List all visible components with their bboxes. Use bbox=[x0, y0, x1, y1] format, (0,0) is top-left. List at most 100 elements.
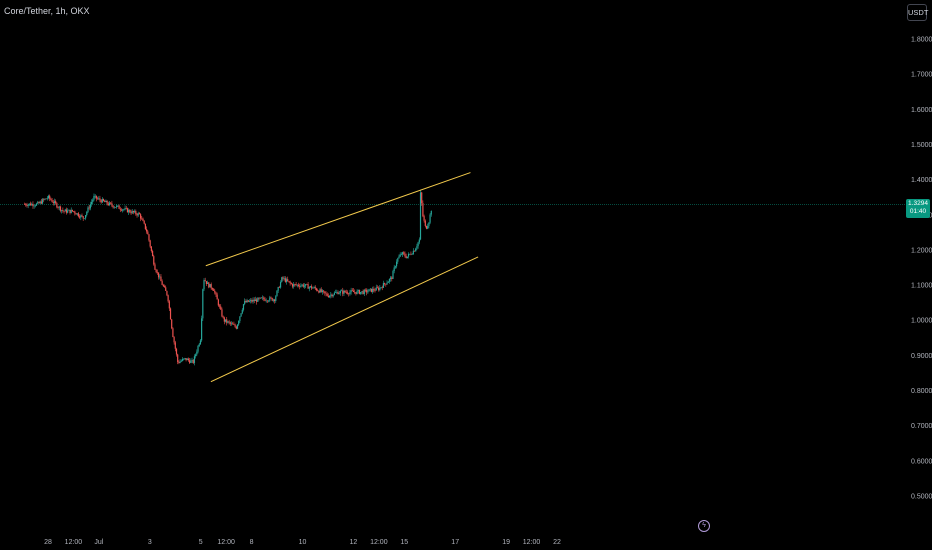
candle-body bbox=[287, 279, 289, 282]
candle-body bbox=[64, 209, 66, 212]
candle-body bbox=[416, 246, 418, 249]
candle-body bbox=[70, 209, 72, 213]
candle-body bbox=[330, 294, 332, 296]
candle-body bbox=[313, 287, 315, 288]
candle-body bbox=[282, 277, 284, 279]
candle-body bbox=[300, 285, 302, 287]
candle-body bbox=[244, 301, 246, 305]
candle-body bbox=[144, 223, 146, 230]
bar-countdown: 01:40 bbox=[909, 208, 927, 215]
candle-body bbox=[156, 272, 158, 273]
candle-body bbox=[45, 198, 47, 200]
y-tick-label: 1.7000 bbox=[911, 72, 932, 79]
candle-body bbox=[155, 269, 157, 273]
candle-body bbox=[344, 290, 346, 293]
candle-body bbox=[307, 284, 309, 289]
candle-body bbox=[86, 211, 88, 216]
candle-body bbox=[82, 216, 84, 219]
candle-body bbox=[319, 289, 321, 293]
x-tick-label: 17 bbox=[451, 539, 459, 546]
candle-body bbox=[367, 291, 369, 293]
candle-body bbox=[385, 283, 387, 285]
price-axis[interactable]: 1.80001.70001.60001.50001.40001.30001.20… bbox=[911, 37, 932, 501]
lower-channel-line[interactable] bbox=[210, 256, 479, 383]
candle-body bbox=[407, 253, 410, 257]
candle-body bbox=[142, 218, 144, 222]
x-tick-label: 19 bbox=[502, 539, 510, 546]
candle-body bbox=[145, 229, 148, 232]
candle-body bbox=[425, 225, 428, 229]
candle-body bbox=[424, 220, 426, 226]
candle-body bbox=[49, 195, 51, 199]
candle-body bbox=[122, 209, 124, 211]
channel-lines[interactable] bbox=[205, 172, 479, 383]
candle-body bbox=[128, 210, 130, 213]
candle-body bbox=[69, 209, 71, 213]
candle-body bbox=[75, 213, 77, 215]
candle-body bbox=[39, 201, 41, 204]
candle-body bbox=[355, 292, 357, 294]
candle-body bbox=[74, 211, 76, 214]
candle-body bbox=[181, 359, 184, 361]
symbol-title[interactable]: Core/Tether, 1h, OKX bbox=[4, 6, 90, 16]
candle-body bbox=[186, 358, 188, 361]
candle-body bbox=[44, 198, 46, 200]
candle-body bbox=[263, 297, 265, 300]
candle-body bbox=[221, 309, 223, 317]
candle-body bbox=[123, 209, 125, 210]
candle-body bbox=[41, 199, 44, 204]
candle-body bbox=[31, 203, 33, 206]
candle-body bbox=[68, 209, 70, 211]
candle-body bbox=[342, 290, 344, 294]
time-axis[interactable]: 28 12:00 Jul 3 5 12:00 8 10 12 12:00 15 17 19 12:00 22 bbox=[44, 539, 561, 546]
upper-channel-line[interactable] bbox=[205, 172, 471, 267]
currency-button[interactable]: USDT bbox=[907, 4, 928, 21]
candle-body bbox=[189, 360, 191, 363]
candle-body bbox=[88, 207, 90, 209]
candle-body bbox=[174, 342, 176, 349]
candle-body bbox=[362, 291, 364, 294]
candle-body bbox=[254, 299, 257, 302]
y-tick-label: 1.6000 bbox=[911, 107, 932, 114]
candle-series bbox=[23, 189, 432, 366]
candle-body bbox=[83, 218, 85, 220]
candle-body bbox=[256, 299, 258, 302]
candle-body bbox=[116, 205, 118, 208]
candle-body bbox=[411, 254, 413, 255]
lightning-icon[interactable]: ϟ bbox=[698, 520, 710, 532]
candle-body bbox=[230, 323, 233, 325]
candle-body bbox=[112, 205, 114, 208]
candle-body bbox=[183, 358, 185, 360]
candle-body bbox=[350, 290, 352, 293]
candle-body bbox=[419, 192, 422, 240]
candle-body bbox=[400, 254, 402, 256]
candle-body bbox=[264, 299, 266, 301]
candle-body bbox=[129, 210, 131, 213]
candle-body bbox=[403, 252, 405, 254]
candle-body bbox=[370, 288, 373, 292]
candle-body bbox=[378, 287, 380, 291]
candle-body bbox=[277, 286, 279, 291]
candle-body bbox=[295, 284, 297, 286]
candle-body bbox=[141, 218, 143, 220]
candle-body bbox=[172, 328, 174, 338]
candle-body bbox=[100, 200, 102, 203]
candle-body bbox=[108, 202, 111, 205]
x-tick-label: 10 bbox=[299, 539, 307, 546]
candle-body bbox=[62, 210, 64, 212]
candle-body bbox=[150, 246, 152, 252]
candle-body bbox=[361, 291, 363, 293]
candle-body bbox=[268, 300, 270, 302]
candle-body bbox=[180, 360, 182, 362]
candle-body bbox=[28, 203, 30, 205]
candle-body bbox=[143, 221, 145, 224]
candle-body bbox=[38, 202, 40, 204]
x-tick-label: 28 bbox=[44, 539, 52, 546]
candle-body bbox=[369, 288, 371, 290]
candle-body bbox=[384, 283, 386, 284]
candle-body bbox=[98, 198, 100, 199]
candle-body bbox=[329, 295, 331, 298]
candle-body bbox=[278, 286, 280, 288]
candle-body bbox=[76, 213, 78, 215]
